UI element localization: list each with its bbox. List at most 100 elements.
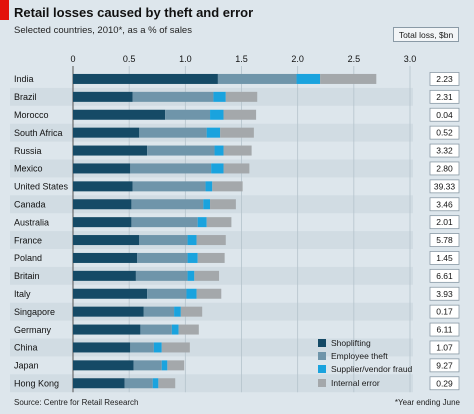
bar-segment — [213, 91, 226, 102]
bar-segment — [137, 252, 188, 263]
total-loss-box — [429, 179, 460, 194]
bar-segment — [165, 109, 211, 120]
total-loss-box — [429, 161, 460, 176]
bar-segment — [196, 235, 226, 246]
legend-item-shoplifting: Shoplifting — [318, 336, 430, 349]
total-loss-value: 2.23 — [436, 74, 453, 84]
category-label: Hong Kong — [14, 378, 59, 388]
legend-swatch-employee-theft — [318, 351, 326, 360]
total-loss-value: 3.93 — [436, 289, 453, 299]
category-label: United States — [14, 182, 69, 192]
category-label: Brazil — [14, 92, 37, 102]
tick-label: 2.5 — [348, 54, 361, 64]
bar-segment — [205, 181, 213, 192]
bar-segment — [171, 324, 179, 335]
bar-segment — [147, 145, 215, 156]
bar-segment — [73, 342, 131, 353]
bar-segment — [210, 199, 236, 210]
category-label: Canada — [14, 199, 46, 209]
bar-segment — [210, 109, 224, 120]
total-loss-value: 2.31 — [436, 92, 453, 102]
total-loss-value: 0.17 — [436, 307, 453, 317]
category-label: Morocco — [14, 110, 49, 120]
bar-segment — [296, 73, 321, 84]
row-stripe — [10, 302, 413, 321]
bar-segment — [73, 73, 218, 84]
category-label: Germany — [14, 325, 52, 335]
total-loss-box — [429, 286, 460, 301]
total-loss-box — [429, 72, 460, 86]
bar-segment — [197, 217, 207, 228]
total-loss-box — [429, 143, 460, 158]
bar-segment — [130, 342, 154, 353]
footnote: *Year ending June — [394, 398, 460, 407]
category-label: Italy — [14, 289, 31, 299]
legend-item-supplier-fraud: Supplier/vendor fraud — [318, 363, 430, 376]
legend-label-shoplifting: Shoplifting — [331, 337, 371, 348]
bar-segment — [187, 270, 195, 281]
chart-title: Retail losses caused by theft and error — [14, 5, 254, 20]
total-loss-value: 39.33 — [434, 181, 456, 191]
bar-segment — [131, 199, 204, 210]
legend-label-employee-theft: Employee theft — [331, 350, 388, 361]
total-loss-box — [429, 215, 460, 230]
bar-segment — [133, 360, 162, 371]
total-loss-box — [429, 358, 460, 373]
bar-segment — [197, 252, 225, 263]
bar-segment — [132, 181, 206, 192]
legend-label-internal-error: Internal error — [331, 377, 380, 388]
bar-segment — [194, 270, 220, 281]
source-note: Source: Centre for Retail Research — [14, 398, 139, 407]
bar-segment — [131, 217, 198, 228]
category-label: India — [14, 74, 34, 84]
total-loss-box — [429, 89, 460, 104]
bar-segment — [73, 324, 141, 335]
bar-segment — [153, 342, 162, 353]
total-loss-value: 0.52 — [436, 128, 453, 138]
bar-segment — [223, 109, 257, 120]
total-loss-box — [429, 107, 460, 122]
total-loss-header: Total loss, $bn — [393, 27, 459, 42]
bar-segment — [73, 91, 133, 102]
bar-segment — [196, 288, 222, 299]
total-loss-box — [429, 322, 460, 337]
total-loss-value: 3.32 — [436, 146, 453, 156]
category-label: Singapore — [14, 307, 55, 317]
bar-segment — [73, 270, 136, 281]
red-tab — [0, 0, 9, 20]
bar-segment — [73, 288, 148, 299]
bar-segment — [203, 199, 211, 210]
bar-segment — [140, 324, 172, 335]
legend-item-employee-theft: Employee theft — [318, 349, 430, 362]
category-label: China — [14, 343, 38, 353]
legend-item-internal-error: Internal error — [318, 376, 430, 389]
total-loss-value: 9.27 — [436, 360, 453, 370]
bar-segment — [73, 127, 140, 138]
bar-segment — [73, 145, 148, 156]
tick-label: 0.5 — [123, 54, 136, 64]
category-label: France — [14, 235, 42, 245]
bar-segment — [132, 91, 214, 102]
legend-swatch-supplier-fraud — [318, 365, 326, 374]
category-label: Russia — [14, 146, 42, 156]
bar-segment — [223, 163, 250, 174]
category-label: Mexico — [14, 164, 43, 174]
bar-segment — [186, 288, 197, 299]
total-loss-box — [429, 340, 460, 355]
bar-segment — [139, 235, 188, 246]
total-loss-value: 3.46 — [436, 199, 453, 209]
tick-label: 0 — [70, 54, 75, 64]
bar-segment — [214, 145, 224, 156]
bar-segment — [158, 378, 176, 389]
total-loss-value: 5.78 — [436, 235, 453, 245]
total-loss-value: 0.04 — [436, 110, 453, 120]
total-loss-box — [429, 376, 460, 391]
legend-label-supplier-fraud: Supplier/vendor fraud — [331, 364, 413, 375]
category-label: Japan — [14, 361, 39, 371]
total-loss-box — [429, 304, 460, 319]
total-loss-value: 6.61 — [436, 271, 453, 281]
total-loss-value: 1.07 — [436, 342, 453, 352]
legend: Shoplifting Employee theft Supplier/vend… — [318, 336, 430, 389]
bar-segment — [167, 360, 185, 371]
bar-segment — [220, 127, 254, 138]
